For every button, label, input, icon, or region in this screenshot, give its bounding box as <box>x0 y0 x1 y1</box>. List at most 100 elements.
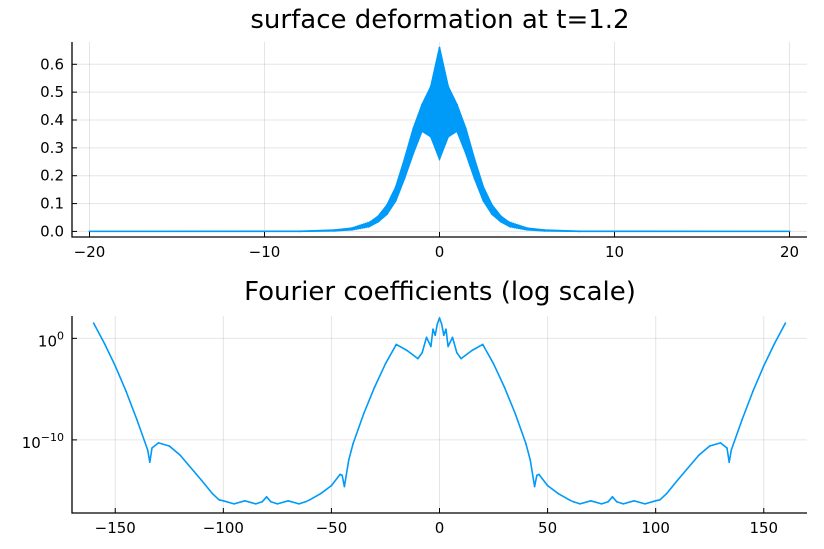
top-lower-point <box>403 177 406 180</box>
bottom-series-point <box>654 500 657 502</box>
bottom-series-point <box>261 501 264 503</box>
bottom-series-point <box>341 474 344 477</box>
top-upper-point <box>368 221 371 224</box>
bottom-series-point <box>451 336 454 339</box>
bottom-grid <box>72 316 807 513</box>
bottom-series-point <box>430 345 432 348</box>
bottom-series-point <box>730 449 733 451</box>
top-upper-point <box>499 215 502 218</box>
top-lower-point <box>368 225 371 228</box>
bottom-series-point <box>445 328 447 331</box>
bottom-series-point <box>149 461 151 464</box>
top-upper-point <box>491 204 493 206</box>
bottom-series-point <box>481 343 484 346</box>
bottom-series-point <box>644 503 646 505</box>
bottom-series-point <box>607 501 609 503</box>
top-lower-point <box>464 152 467 155</box>
bottom-series-point <box>168 445 171 447</box>
bottom-series-point <box>447 345 449 348</box>
bottom-series-point <box>347 459 350 461</box>
top-upper-point <box>438 46 441 49</box>
bottom-series-point <box>222 500 225 502</box>
top-x-tick-label: −20 <box>74 243 106 261</box>
bottom-series-point <box>600 503 603 505</box>
bottom-series-point <box>352 443 354 445</box>
bottom-series-point <box>406 349 408 352</box>
bottom-series-point <box>211 492 214 495</box>
bottom-y-tick-label: 10−10 <box>22 431 64 452</box>
top-lower-point <box>456 130 458 133</box>
top-upper-point <box>464 127 467 130</box>
bottom-series-point <box>270 501 272 503</box>
bottom-series-point <box>425 336 428 339</box>
bottom-series-point <box>179 454 181 456</box>
top-y-tick-label: 0.3 <box>40 139 64 157</box>
top-lower-point <box>429 135 432 138</box>
bottom-series-point <box>276 503 279 505</box>
bottom-x-tick-label: −150 <box>95 519 136 537</box>
top-upper-point <box>473 158 476 160</box>
bottom-x-tick-label: 0 <box>435 519 445 537</box>
top-upper-point <box>403 158 406 160</box>
top-upper-point <box>508 221 511 224</box>
bottom-series-point <box>579 503 581 505</box>
top-lower-point <box>412 152 415 155</box>
bottom-series-point <box>698 454 700 456</box>
bottom-series-point <box>752 390 754 392</box>
bottom-series-point <box>557 492 560 495</box>
bottom-series-point <box>590 500 592 502</box>
top-lower-point <box>526 228 528 231</box>
bottom-series-point <box>492 362 495 365</box>
bottom-series-point <box>538 473 540 476</box>
bottom-series-point <box>421 351 424 354</box>
bottom-series-point <box>103 342 106 345</box>
bottom-series-point <box>200 479 203 482</box>
top-lower-point <box>386 213 388 216</box>
top-lower-point <box>438 158 441 160</box>
top-lower-point <box>447 135 450 138</box>
bottom-series-point <box>298 503 300 505</box>
bottom-series-point <box>611 495 614 498</box>
top-y-tick-label: 0.0 <box>40 222 64 240</box>
bottom-series-point <box>146 449 149 451</box>
bottom-x-tick-label: −50 <box>316 519 348 537</box>
bottom-series-point <box>114 364 117 367</box>
bottom-series-point <box>319 492 322 495</box>
top-x-tick-label: −10 <box>249 243 281 261</box>
bottom-series-point <box>136 418 138 421</box>
bottom-series-point <box>254 503 257 505</box>
top-lower-point <box>788 230 791 233</box>
bottom-series-point <box>92 322 95 324</box>
bottom-series-point <box>151 447 153 449</box>
bottom-series-point <box>455 351 458 354</box>
bottom-series-point <box>125 390 127 392</box>
bottom-series-point <box>265 495 268 498</box>
top-lower-point <box>473 177 476 180</box>
bottom-series-point <box>514 412 516 415</box>
bottom-series-point <box>339 473 341 476</box>
top-lower-point <box>298 230 301 233</box>
top-axes <box>71 42 807 238</box>
bottom-series-point <box>503 386 506 388</box>
top-upper-point <box>421 103 423 106</box>
top-ticks: −20 −10 0 10 20 0.0 0.1 0.2 0.3 0.4 0.5 0.6 <box>40 55 799 261</box>
bottom-series-point <box>343 485 346 488</box>
bottom-series-point <box>308 498 311 501</box>
bottom-series <box>92 317 787 505</box>
bottom-series-point <box>440 323 443 325</box>
bottom-x-tick-label: 100 <box>641 519 670 537</box>
bottom-series-point <box>157 442 160 444</box>
bottom-series-point <box>460 357 462 360</box>
top-lower-point <box>499 220 502 223</box>
top-lower-point <box>491 213 493 216</box>
top-y-tick-label: 0.1 <box>40 195 64 213</box>
bottom-series-point <box>773 342 776 345</box>
bottom-series-point <box>436 323 439 325</box>
top-lower-point <box>508 225 511 228</box>
top-upper-point <box>526 227 528 229</box>
bottom-series-point <box>533 485 536 488</box>
bottom-series-point <box>438 317 441 319</box>
top-upper-point <box>394 185 397 188</box>
bottom-series-point <box>287 500 289 502</box>
bottom-chart: Fourier coefficients (log scale) −150 −10… <box>22 277 807 537</box>
